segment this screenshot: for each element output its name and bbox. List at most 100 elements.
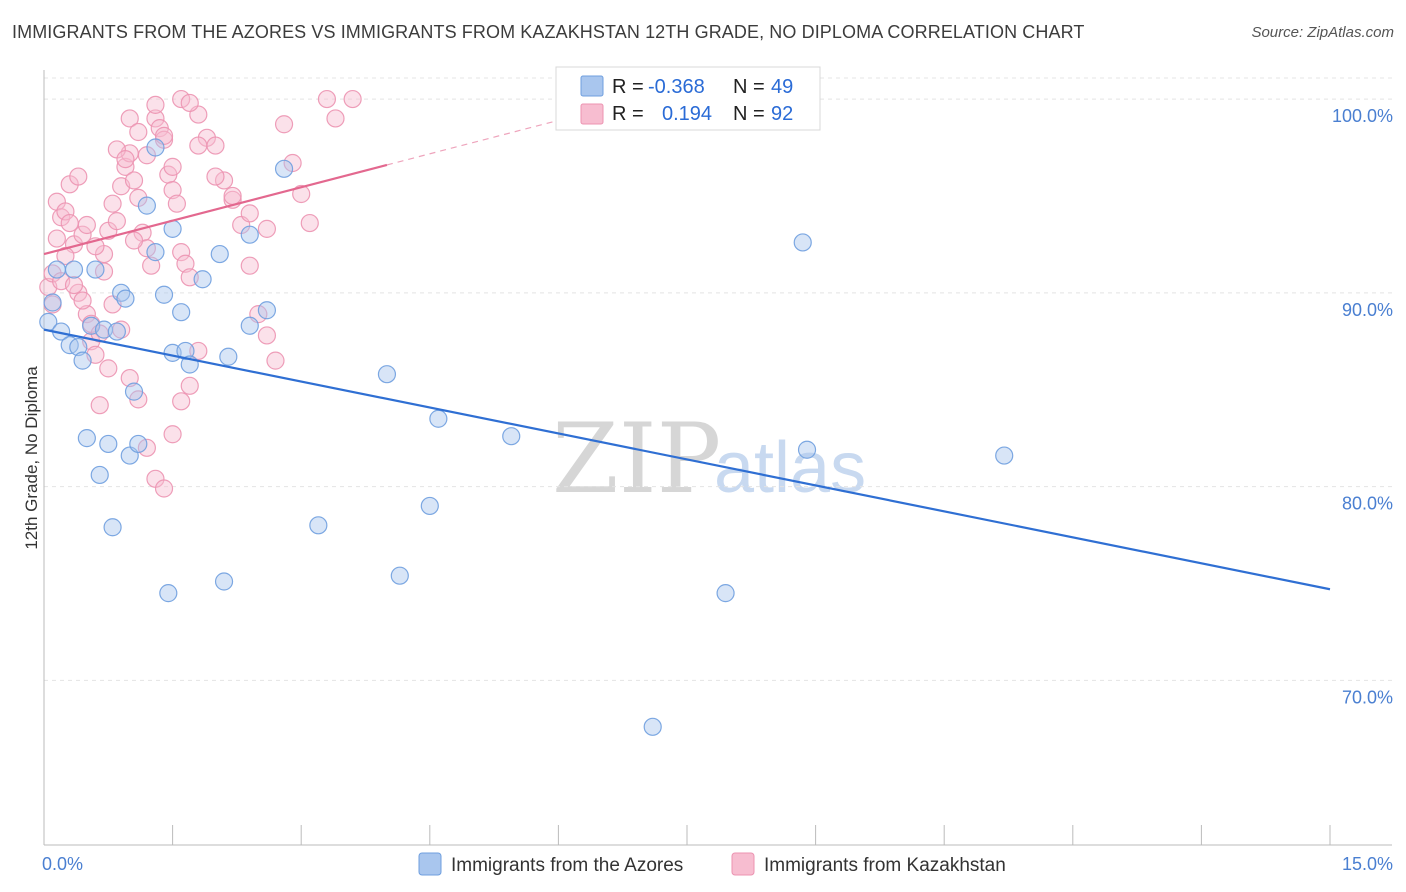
bottom-legend-swatch-azores [418,852,442,876]
point-kazakhstan [146,109,165,128]
y-tick-label-100: 100.0% [1332,106,1393,126]
point-azores [390,566,409,585]
point-azores [146,138,165,157]
point-azores [643,717,662,736]
series-kazakhstan-points [39,89,362,498]
legend-r-value-azores: -0.368 [648,76,705,98]
point-kazakhstan [47,229,66,248]
point-kazakhstan [99,359,118,378]
point-azores [240,225,259,244]
point-azores [103,518,122,537]
source-credit: Source: ZipAtlas.com [1251,24,1394,41]
y-axis-label: 12th Grade, No Diploma [22,366,41,550]
x-tick-label-max: 15.0% [1342,854,1393,874]
point-azores [193,270,212,289]
point-azores [43,293,62,312]
point-azores [257,301,277,320]
point-azores [86,260,105,279]
point-kazakhstan [64,275,84,295]
point-azores [90,465,109,485]
point-azores [429,409,448,428]
point-kazakhstan [116,150,135,169]
point-kazakhstan [214,171,234,190]
point-kazakhstan [176,254,195,273]
legend: R = -0.368 N = 49 R = 0.194 N = 92 [555,66,821,131]
point-kazakhstan [124,231,144,250]
point-kazakhstan [103,194,122,213]
point-kazakhstan [257,326,277,345]
y-tick-label-90: 90.0% [1342,300,1393,320]
point-azores [240,316,259,335]
watermark-atlas: atlas [714,428,866,508]
point-kazakhstan [292,184,311,204]
point-kazakhstan [124,171,144,190]
x-tick-label-min: 0.0% [42,854,83,874]
point-azores [172,303,191,322]
point-kazakhstan [240,204,259,223]
bottom-legend: Immigrants from the Azores Immigrants fr… [418,852,1006,876]
point-azores [377,365,397,384]
point-kazakhstan [274,115,294,134]
y-tick-label-80: 80.0% [1342,494,1393,514]
point-kazakhstan [163,181,182,200]
point-kazakhstan [172,89,191,109]
legend-r-label-kazakhstan: R = [612,103,644,125]
point-kazakhstan [90,396,109,415]
point-azores [154,285,174,304]
legend-r-value-kazakhstan: 0.194 [662,103,712,125]
point-kazakhstan [167,194,186,213]
watermark-zip: ZIP [552,403,721,515]
point-kazakhstan [69,167,88,186]
point-kazakhstan [73,291,92,310]
legend-swatch-kazakhstan [580,103,604,125]
point-kazakhstan [154,479,174,498]
point-kazakhstan [172,243,191,262]
point-kazakhstan [317,89,337,109]
point-kazakhstan [257,219,277,238]
point-azores [107,322,126,341]
point-kazakhstan [107,212,126,231]
point-kazakhstan [180,376,199,395]
point-azores [69,337,88,357]
trend-line-kazakhstan [43,163,388,256]
y-tick-label-70: 70.0% [1342,687,1393,707]
point-azores [159,584,178,603]
point-azores [99,434,118,454]
point-kazakhstan [146,95,165,114]
legend-r-label-azores: R = [612,76,644,98]
y-tick-labels: 70.0% 80.0% 90.0% 100.0% [1332,106,1393,707]
point-kazakhstan [163,425,182,444]
chart-title: IMMIGRANTS FROM THE AZORES VS IMMIGRANTS… [12,22,1085,42]
trend-lines [43,115,1331,591]
point-azores [309,516,328,535]
point-kazakhstan [343,89,362,109]
point-azores [47,260,66,279]
point-kazakhstan [240,256,259,275]
point-azores [995,446,1014,465]
legend-swatch-azores [580,75,604,97]
point-kazakhstan [120,109,139,128]
trend-line-azores [43,328,1331,591]
trend-line-kazakhstan-extension [386,115,576,166]
bottom-legend-label-azores: Immigrants from the Azores [451,855,683,876]
point-azores [124,382,144,401]
series-azores-points [39,138,1014,736]
point-azores [116,289,135,308]
point-azores [214,572,234,591]
bottom-legend-label-kazakhstan: Immigrants from Kazakhstan [764,855,1006,876]
point-azores [210,244,229,264]
point-azores [716,584,735,603]
point-azores [274,159,294,178]
point-kazakhstan [189,136,208,155]
point-kazakhstan [142,256,161,275]
axes [43,70,1392,846]
point-kazakhstan [180,93,199,113]
point-kazakhstan [326,109,345,128]
point-kazakhstan [300,213,319,233]
point-kazakhstan [223,186,242,206]
point-kazakhstan [206,136,225,155]
point-azores [420,496,439,516]
point-azores [129,434,148,454]
point-kazakhstan [129,122,148,142]
